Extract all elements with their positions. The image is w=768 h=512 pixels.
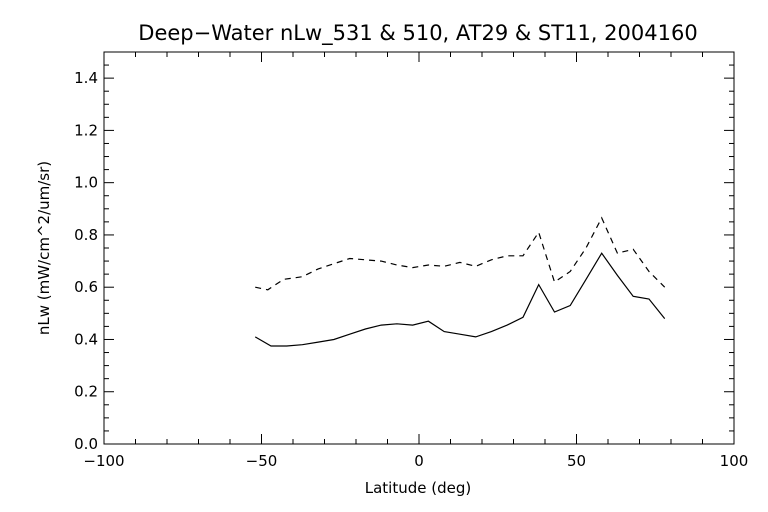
y-tick-label: 0.2 <box>74 383 98 401</box>
solid-series-line <box>254 252 666 347</box>
plot-frame <box>103 51 735 445</box>
x-axis: −100 −50 0 50 100 <box>83 52 748 470</box>
y-tick-label: 1.2 <box>74 121 98 139</box>
y-tick-label: 0.4 <box>74 330 98 348</box>
chart-title: Deep−Water nLw_531 & 510, AT29 & ST11, 2… <box>138 21 697 46</box>
y-tick-label: 0.6 <box>74 278 98 296</box>
x-tick-label: 100 <box>720 452 749 470</box>
x-tick-label: −50 <box>246 452 278 470</box>
x-tick-label: 50 <box>567 452 586 470</box>
y-tick-label: 1.4 <box>74 69 98 87</box>
y-axis: 0.0 0.2 0.4 0.6 0.8 1.0 1.2 1.4 <box>74 51 734 453</box>
y-tick-label: 0.0 <box>74 435 98 453</box>
x-tick-label: −100 <box>83 452 124 470</box>
series-group <box>254 216 666 347</box>
x-axis-label: Latitude (deg) <box>365 479 471 497</box>
y-axis-label: nLw (mW/cm^2/um/sr) <box>35 161 53 335</box>
x-tick-label: 0 <box>414 452 424 470</box>
y-tick-label: 1.0 <box>74 174 98 192</box>
dashed-series-line <box>255 216 666 291</box>
y-tick-label: 0.8 <box>74 226 98 244</box>
